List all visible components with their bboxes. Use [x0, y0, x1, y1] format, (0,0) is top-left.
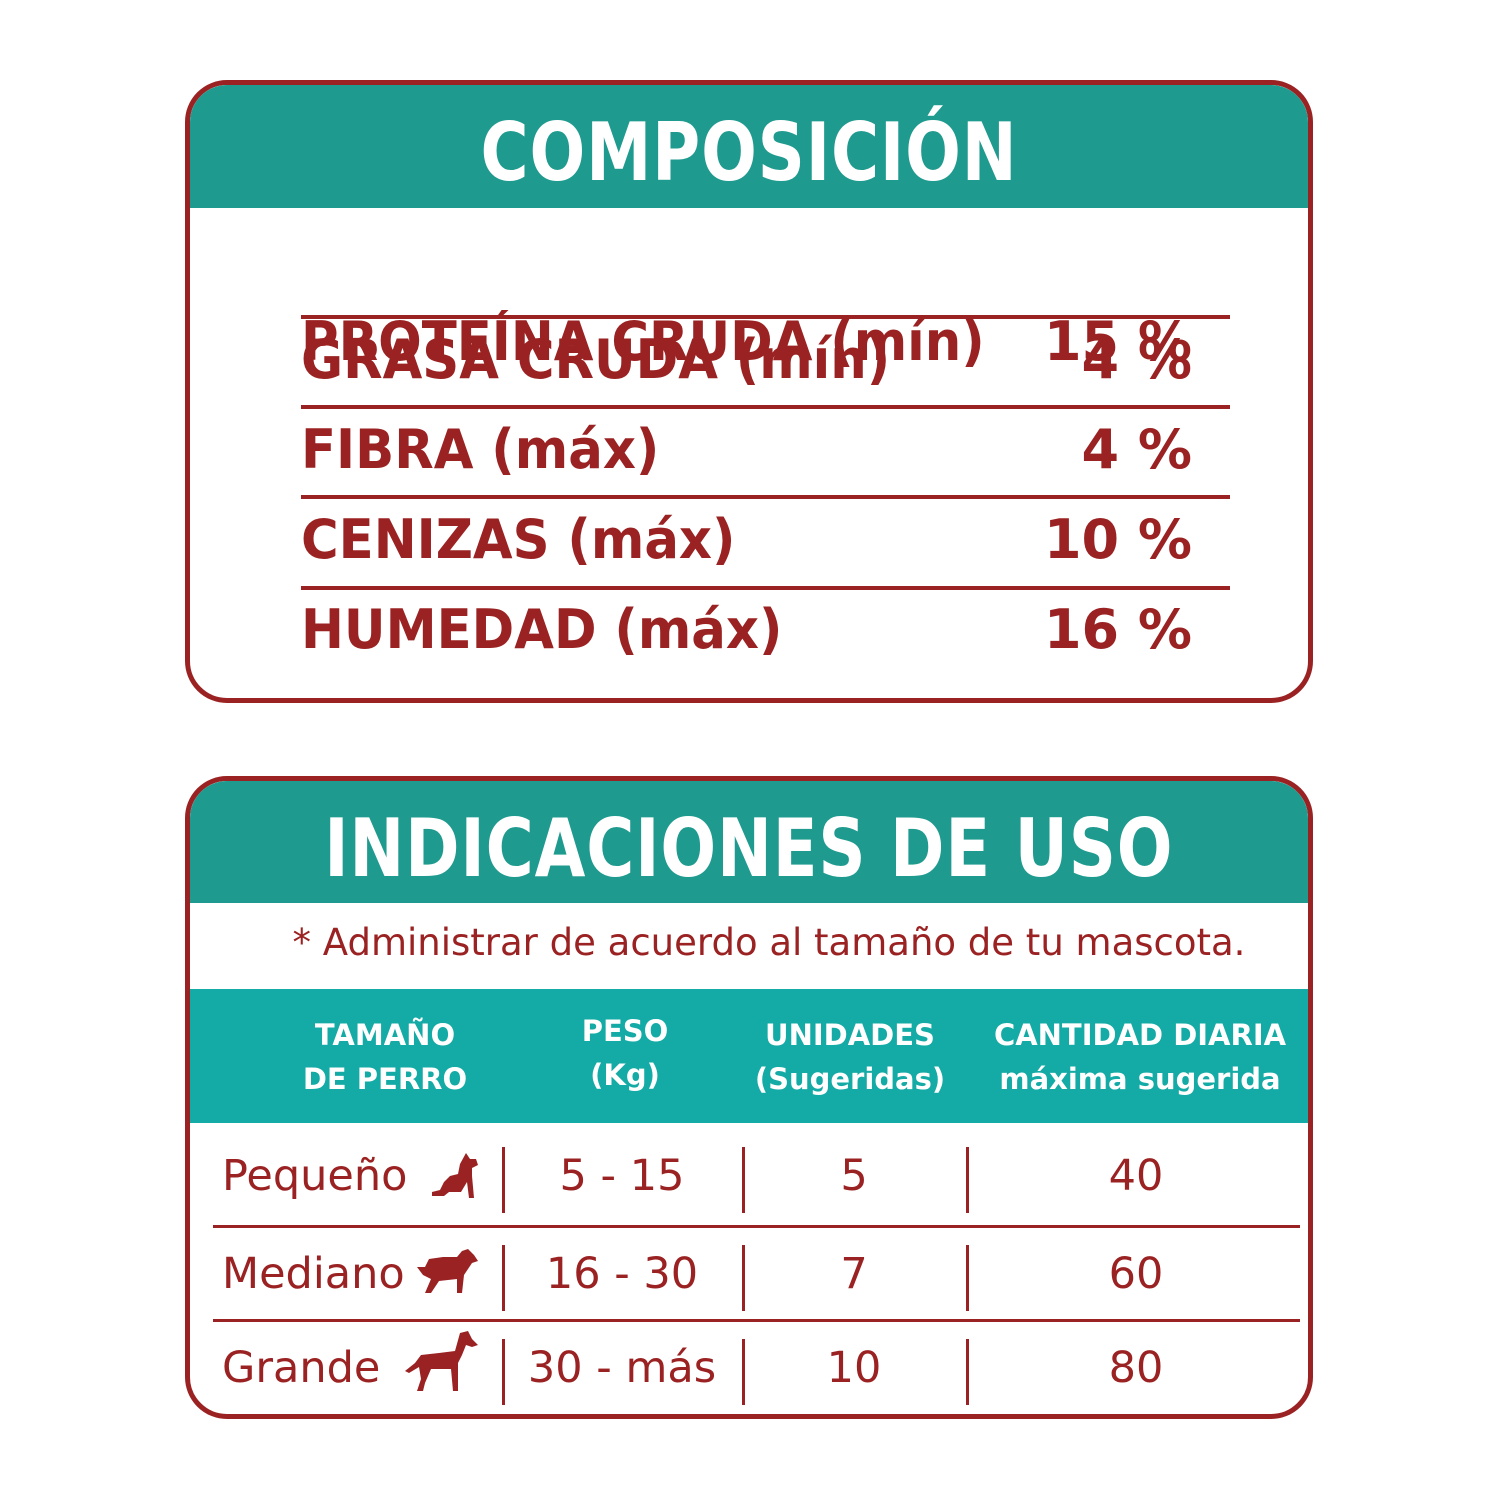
- header-weight: PESO (Kg): [581, 1014, 669, 1092]
- table-row: Pequeño 5 - 15 5 40: [190, 1129, 1308, 1225]
- cell-weight: 16 - 30: [545, 1249, 699, 1299]
- row-divider: [213, 1319, 1300, 1322]
- usage-panel: INDICACIONES DE USO * Administrar de acu…: [185, 776, 1313, 1419]
- cell-weight: 30 - más: [527, 1343, 717, 1393]
- header-size: TAMAÑO DE PERRO: [302, 1018, 468, 1096]
- column-divider: [742, 1339, 745, 1405]
- usage-note: * Administrar de acuerdo al tamaño de tu…: [292, 921, 1246, 964]
- nutrition-value: 16 %: [1043, 598, 1192, 661]
- cell-size: Grande: [222, 1343, 381, 1393]
- column-divider: [502, 1245, 505, 1311]
- column-divider: [966, 1147, 969, 1213]
- nutrition-row-fiber: FIBRA (máx) 4 %: [301, 405, 1230, 495]
- column-divider: [966, 1245, 969, 1311]
- nutrition-value: 4 %: [1081, 328, 1192, 391]
- nutrition-divider: [301, 315, 1230, 319]
- cell-size: Pequeño: [222, 1151, 408, 1201]
- nutrition-label: FIBRA (máx): [301, 418, 660, 481]
- column-divider: [742, 1147, 745, 1213]
- cell-units: 7: [840, 1249, 868, 1299]
- usage-title: INDICACIONES DE USO: [190, 781, 1308, 903]
- nutrition-divider: [301, 495, 1230, 499]
- nutrition-value: 10 %: [1043, 508, 1192, 571]
- table-row: Grande 30 - más 10 80: [190, 1321, 1308, 1414]
- medium-dog-icon: [417, 1249, 478, 1293]
- cell-units: 10: [826, 1343, 882, 1393]
- nutrition-divider: [301, 405, 1230, 409]
- nutrition-value: 4 %: [1081, 418, 1192, 481]
- header-daily: CANTIDAD DIARIA máxima sugerida: [993, 1018, 1287, 1096]
- cell-daily: 40: [1108, 1151, 1164, 1201]
- cell-units: 5: [840, 1151, 868, 1201]
- nutrition-row-fat: GRASA CRUDA (mín) 4 %: [301, 315, 1230, 405]
- header-units: UNIDADES (Sugeridas): [754, 1018, 946, 1096]
- nutrition-label: PROTEÍNA CRUDA (mín): [301, 310, 985, 373]
- nutrition-row-ash: CENIZAS (máx) 10 %: [301, 495, 1230, 585]
- nutrition-title: COMPOSICIÓN NUTRICIONAL: [190, 85, 1308, 335]
- column-divider: [502, 1147, 505, 1213]
- row-divider: [213, 1225, 1300, 1228]
- small-dog-icon: [432, 1153, 478, 1198]
- cell-daily: 60: [1108, 1249, 1164, 1299]
- nutrition-row-moisture: HUMEDAD (máx) 16 %: [301, 585, 1230, 675]
- cell-size: Mediano: [222, 1249, 405, 1299]
- nutrition-panel: COMPOSICIÓN NUTRICIONAL PROTEÍNA CRUDA (…: [185, 80, 1313, 703]
- nutrition-label: HUMEDAD (máx): [301, 598, 783, 661]
- column-divider: [966, 1339, 969, 1405]
- table-row: Mediano 16 - 30 7 60: [190, 1227, 1308, 1323]
- nutrition-row-protein: PROTEÍNA CRUDA (mín) 15 %: [301, 297, 1230, 387]
- nutrition-label: GRASA CRUDA (mín): [301, 328, 891, 391]
- large-dog-icon: [405, 1331, 478, 1391]
- column-divider: [502, 1339, 505, 1405]
- cell-weight: 5 - 15: [559, 1151, 685, 1201]
- column-divider: [742, 1245, 745, 1311]
- nutrition-label: CENIZAS (máx): [301, 508, 736, 571]
- cell-daily: 80: [1108, 1343, 1164, 1393]
- nutrition-divider: [301, 586, 1230, 590]
- nutrition-value: 15 %: [1043, 310, 1192, 373]
- table-header: TAMAÑO DE PERRO PESO (Kg) UNIDADES (Sugerid…: [190, 989, 1308, 1123]
